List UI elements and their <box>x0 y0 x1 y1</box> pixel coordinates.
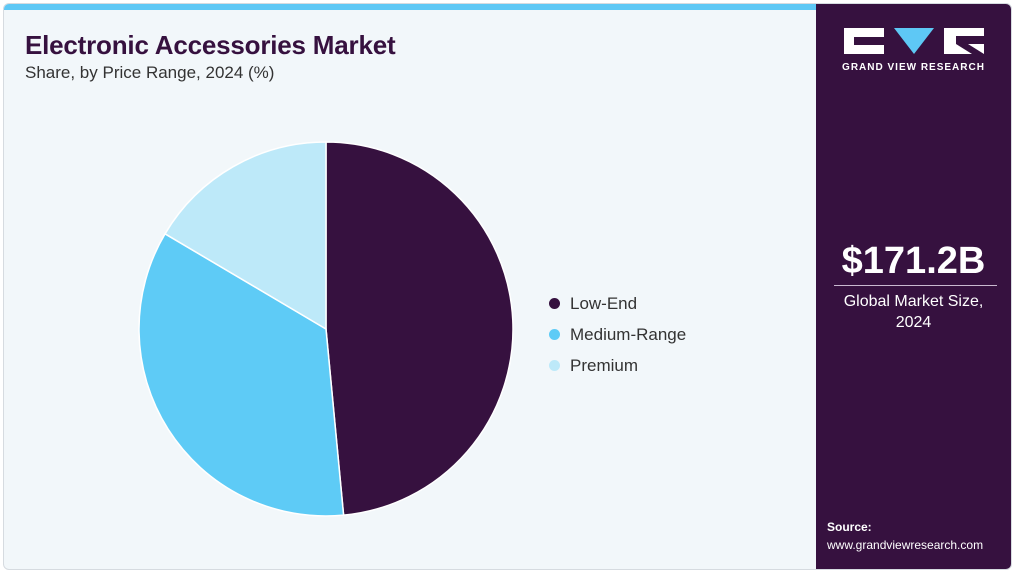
source-label: Source: <box>827 520 872 534</box>
market-size-value: $171.2B <box>841 240 986 282</box>
report-card: Electronic Accessories Market Share, by … <box>3 3 1012 570</box>
chart-title: Electronic Accessories Market <box>25 30 396 60</box>
summary-panel: GRAND VIEW RESEARCH $171.2B Global Marke… <box>816 4 1011 569</box>
value-divider <box>834 285 997 286</box>
legend-item-medium-range: Medium-Range <box>549 319 686 350</box>
pie-slice-low-end <box>325 141 514 516</box>
pie-slice-premium <box>164 141 327 331</box>
legend-swatch-medium-range <box>549 329 560 340</box>
legend-label-medium-range: Medium-Range <box>570 324 687 344</box>
pie-chart <box>138 141 514 517</box>
legend-label-premium: Premium <box>570 355 639 375</box>
source-link[interactable]: www.grandviewresearch.com <box>827 538 984 552</box>
legend-swatch-premium <box>549 360 560 371</box>
market-size-label-line2: 2024 <box>895 314 932 331</box>
accent-bar <box>4 4 816 10</box>
legend-item-low-end: Low-End <box>549 288 686 319</box>
chart-legend: Low-End Medium-Range Premium <box>549 288 686 381</box>
market-size-label-line1: Global Market Size, <box>843 293 984 310</box>
legend-swatch-low-end <box>549 298 560 309</box>
brand-name: GRAND VIEW RESEARCH <box>842 62 985 73</box>
market-size-label: Global Market Size, 2024 <box>816 291 1011 333</box>
chart-subtitle: Share, by Price Range, 2024 (%) <box>25 63 275 82</box>
chart-area: Electronic Accessories Market Share, by … <box>4 4 816 569</box>
pie-slice-medium-range <box>138 232 345 517</box>
legend-item-premium: Premium <box>549 350 686 381</box>
gvr-logo-icon <box>844 28 984 54</box>
legend-label-low-end: Low-End <box>570 293 638 313</box>
